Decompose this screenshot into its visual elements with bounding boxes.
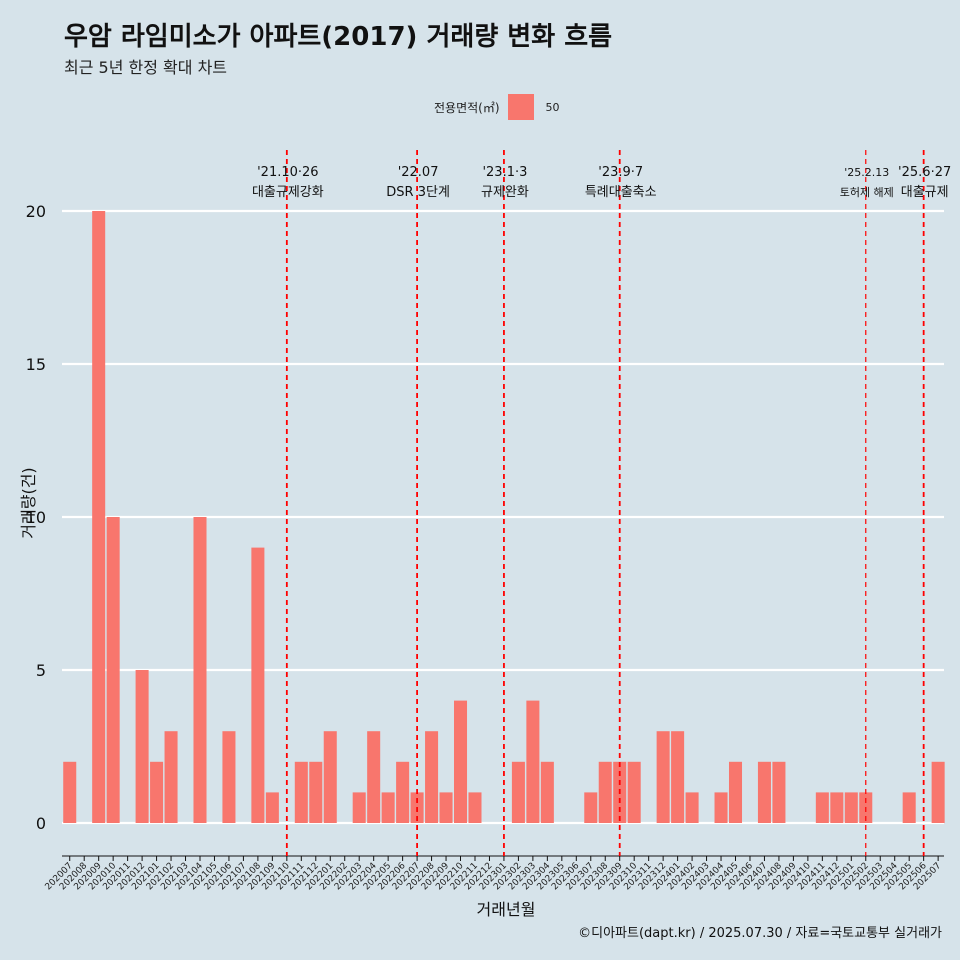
legend-title: 전용면적(㎡): [434, 100, 500, 115]
bar: [468, 792, 482, 823]
bar: [396, 761, 410, 823]
bar: [106, 517, 120, 823]
legend-label-50: 50: [545, 100, 560, 114]
bar: [367, 731, 381, 823]
bar: [193, 517, 207, 823]
bar: [425, 731, 439, 823]
event-label-date: '23.9·7: [598, 165, 643, 180]
x-axis-title: 거래년월: [477, 900, 536, 919]
bar: [757, 761, 771, 823]
bar: [714, 792, 728, 823]
bar: [728, 761, 743, 823]
event-label-date: '25.2.13: [844, 166, 889, 179]
event-label-name: 토허제 해제: [840, 185, 894, 199]
y-tick-label: 20: [26, 202, 46, 221]
y-tick-label: 5: [36, 661, 46, 680]
bar: [63, 761, 77, 823]
event-label-name: DSR 3단계: [386, 185, 450, 200]
event-label-date: '25.6·27: [898, 165, 951, 180]
y-axis-title: 거래량(건): [19, 467, 38, 538]
bar: [772, 761, 786, 823]
legend-swatch-50: [507, 94, 534, 120]
bar: [671, 731, 685, 823]
bar: [294, 761, 308, 823]
y-tick-label: 10: [26, 508, 46, 527]
bar: [627, 761, 641, 823]
bar: [656, 731, 670, 823]
source-caption: ©디아파트(dapt.kr) / 2025.07.30 / 자료=국토교통부 실…: [578, 926, 942, 941]
bar: [685, 792, 699, 823]
bar: [309, 761, 323, 823]
bar: [584, 792, 598, 823]
y-tick-label: 0: [36, 814, 46, 833]
event-label-date: '23.1·3: [482, 165, 527, 180]
bar: [381, 792, 395, 823]
legend: 전용면적(㎡) 50: [434, 94, 560, 120]
event-label-name: 특례대출축소: [585, 185, 657, 200]
bar: [844, 792, 858, 823]
y-tick-label: 15: [26, 355, 46, 374]
bar: [540, 761, 554, 823]
bar: [92, 211, 106, 823]
bar: [222, 731, 236, 823]
bar: [352, 792, 366, 823]
bar: [150, 761, 164, 823]
bar: [931, 761, 945, 823]
bar: [902, 792, 916, 823]
event-label-date: '22.07: [398, 165, 439, 180]
event-label-name: 대출규제: [901, 185, 949, 200]
bar: [830, 792, 844, 823]
bar: [511, 761, 525, 823]
event-label-name: 대출규제강화: [252, 185, 324, 200]
bar: [164, 731, 178, 823]
bar: [815, 792, 829, 823]
bar: [265, 792, 279, 823]
bar: [526, 700, 540, 823]
event-label-date: '21.10·26: [257, 165, 318, 180]
chart-subtitle: 최근 5년 한정 확대 차트: [64, 58, 228, 77]
bar: [251, 547, 265, 823]
event-label-name: 규제완화: [481, 185, 529, 200]
bar: [135, 670, 149, 823]
bar: [323, 731, 337, 823]
chart-title: 우암 라임미소가 아파트(2017) 거래량 변화 흐름: [64, 22, 613, 52]
bar: [454, 700, 468, 823]
bar: [598, 761, 612, 823]
bar: [439, 792, 453, 823]
